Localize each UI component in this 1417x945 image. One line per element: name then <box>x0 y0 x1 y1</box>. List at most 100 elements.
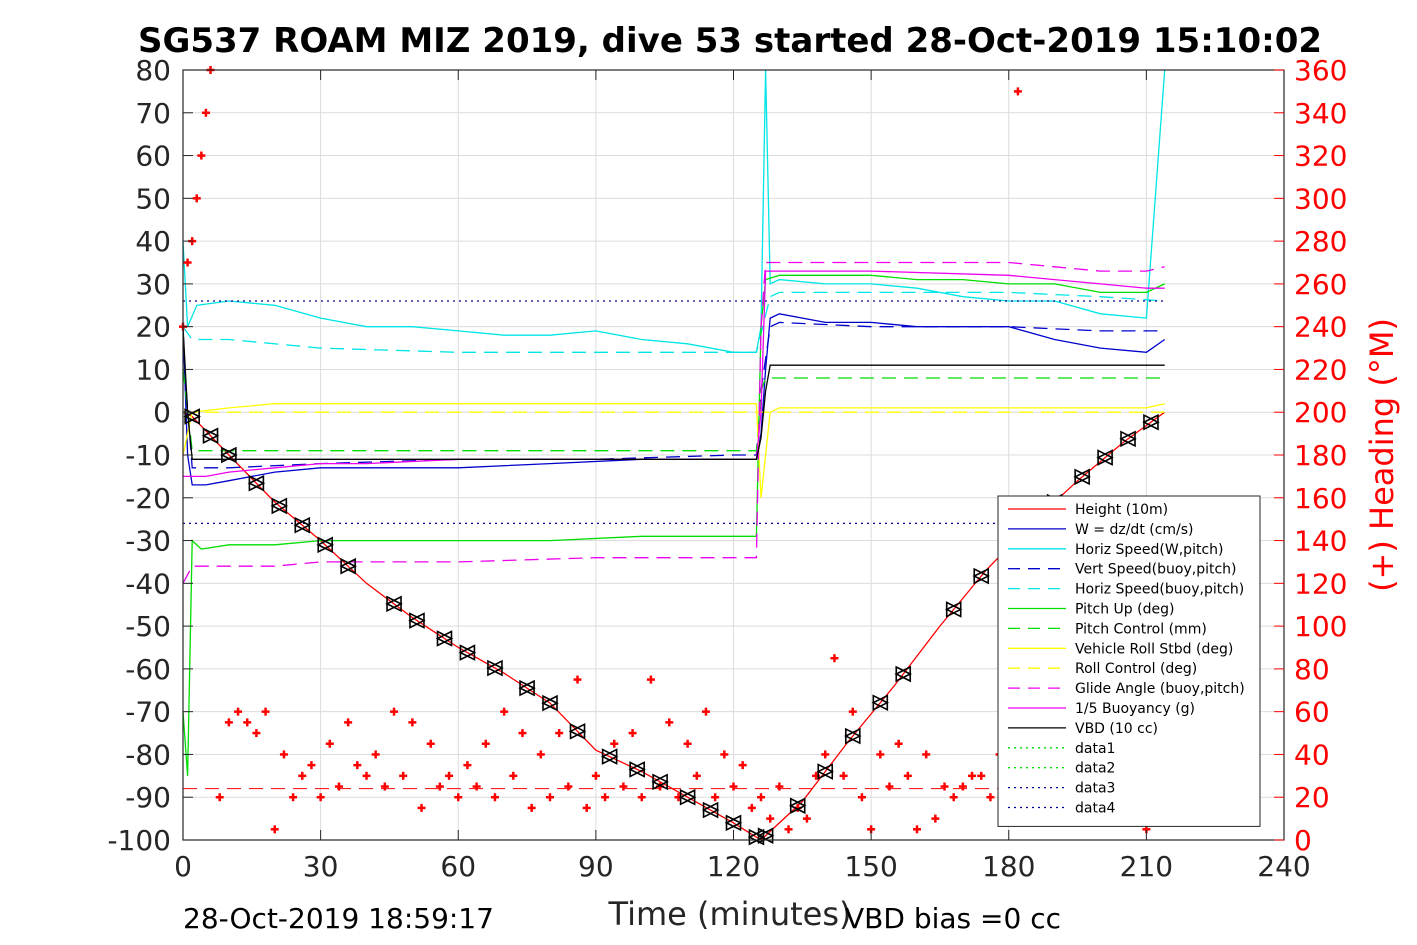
legend-label: data3 <box>1075 781 1115 797</box>
series-line-horiz-speed-buoy-pitch <box>182 291 1165 353</box>
heading-point <box>894 739 903 748</box>
y-tick-label: 50 <box>135 182 171 215</box>
x-tick-label: 240 <box>1257 850 1310 883</box>
y-tick-label-right: 120 <box>1294 567 1347 600</box>
heading-point <box>958 782 967 791</box>
y-tick-label: 80 <box>135 54 171 87</box>
y-tick-label-right: 240 <box>1294 311 1347 344</box>
heading-point <box>380 782 389 791</box>
y-tick-label: 20 <box>135 311 171 344</box>
y-tick-label-right: 280 <box>1294 225 1347 258</box>
depth-marker-up-alt <box>1073 468 1090 486</box>
heading-point <box>876 750 885 759</box>
heading-point <box>500 707 509 716</box>
legend-box <box>997 495 1261 827</box>
heading-point <box>582 803 591 812</box>
y-tick-label-right: 340 <box>1294 97 1347 130</box>
heading-point <box>334 782 343 791</box>
depth-marker-down-alt <box>183 408 200 425</box>
y-tick-label: 40 <box>135 225 171 258</box>
y-tick-label-right: 80 <box>1294 653 1330 686</box>
x-tick-label: 30 <box>303 850 339 883</box>
depth-marker-down-alt <box>458 644 476 661</box>
y-tick-label: 0 <box>153 396 171 429</box>
heading-point <box>555 729 564 738</box>
y-tick-label-right: 320 <box>1294 140 1347 173</box>
legend-label: data2 <box>1075 761 1115 777</box>
heading-point <box>270 825 279 834</box>
series-line-pitch-control-mm <box>182 369 1165 452</box>
y-tick-label: -100 <box>107 824 171 857</box>
x-tick-label: 150 <box>844 850 897 883</box>
depth-marker-down-alt <box>628 761 645 778</box>
footer-timestamp: 28-Oct-2019 18:59:17 <box>183 902 494 935</box>
legend-label: data1 <box>1075 741 1115 757</box>
heading-point <box>848 707 857 716</box>
y-tick-label-right: 300 <box>1294 182 1347 215</box>
depth-marker-down-alt <box>568 723 586 740</box>
heading-point <box>183 258 192 267</box>
depth-marker-down-alt <box>435 630 453 647</box>
heading-point <box>1013 87 1022 96</box>
heading-point <box>279 750 288 759</box>
y-tick-label-right: 260 <box>1294 268 1347 301</box>
heading-point <box>977 771 986 780</box>
x-tick-label: 180 <box>982 850 1035 883</box>
y-tick-label: 60 <box>135 140 171 173</box>
y-tick-label-right: 60 <box>1294 696 1330 729</box>
y-tick-label: -20 <box>125 482 171 515</box>
heading-point <box>481 739 490 748</box>
legend-label: 1/5 Buoyancy (g) <box>1075 701 1195 717</box>
y-tick-label-right: 200 <box>1294 396 1347 429</box>
heading-point <box>931 814 940 823</box>
heading-point <box>601 793 610 802</box>
depth-marker-down-alt <box>724 814 742 832</box>
heading-point <box>261 707 270 716</box>
heading-point <box>711 793 720 802</box>
legend-label: W = dz/dt (cm/s) <box>1075 522 1194 538</box>
footer-vbd-bias: VBD bias =0 cc <box>845 902 1061 935</box>
heading-point <box>913 825 921 834</box>
x-tick-label: 60 <box>440 850 476 883</box>
heading-point <box>252 729 261 738</box>
y-tick-label: -60 <box>125 653 171 686</box>
y-tick-label-right: 40 <box>1294 738 1330 771</box>
depth-marker-down-alt <box>678 788 696 806</box>
heading-point <box>922 750 931 759</box>
y-tick-label: -30 <box>125 525 171 558</box>
heading-point <box>968 771 977 780</box>
depth-marker-down-alt <box>651 773 668 791</box>
heading-point <box>192 194 201 203</box>
heading-point <box>683 739 692 748</box>
depth-marker-down-alt <box>408 612 425 629</box>
heading-point <box>399 771 408 780</box>
series-line-glide-angle-buoy-pitch <box>182 261 1165 584</box>
heading-point <box>243 718 252 727</box>
heading-point <box>802 814 811 823</box>
y-tick-label: -50 <box>125 610 171 643</box>
depth-marker-up-alt <box>788 797 806 815</box>
x-tick-label: 210 <box>1120 850 1173 883</box>
depth-marker-down-alt <box>541 694 558 712</box>
heading-point <box>646 675 655 684</box>
y-tick-label-right: 20 <box>1294 781 1330 814</box>
y-tick-label-right: 220 <box>1294 353 1347 386</box>
series-line-1-5-buoyancy-g <box>183 270 1165 478</box>
legend-label: Vert Speed(buoy,pitch) <box>1075 562 1237 578</box>
heading-point <box>692 771 701 780</box>
depth-marker-up-alt <box>894 665 912 683</box>
heading-point <box>536 750 545 759</box>
legend-label: Horiz Speed(W,pitch) <box>1075 542 1223 558</box>
y-axis-label-right: (+) Heading (°M) <box>1363 318 1401 592</box>
heading-point <box>445 771 454 780</box>
heading-point <box>940 782 949 791</box>
heading-point <box>857 793 866 802</box>
depth-marker-down-alt <box>220 446 237 464</box>
legend-label: Pitch Up (deg) <box>1075 602 1174 618</box>
y-tick-label-right: 0 <box>1294 824 1312 857</box>
depth-marker-down-alt <box>293 516 311 534</box>
legend-label: Height (10m) <box>1075 502 1168 518</box>
depth-marker-down-alt <box>701 801 719 819</box>
heading-point <box>234 707 243 716</box>
